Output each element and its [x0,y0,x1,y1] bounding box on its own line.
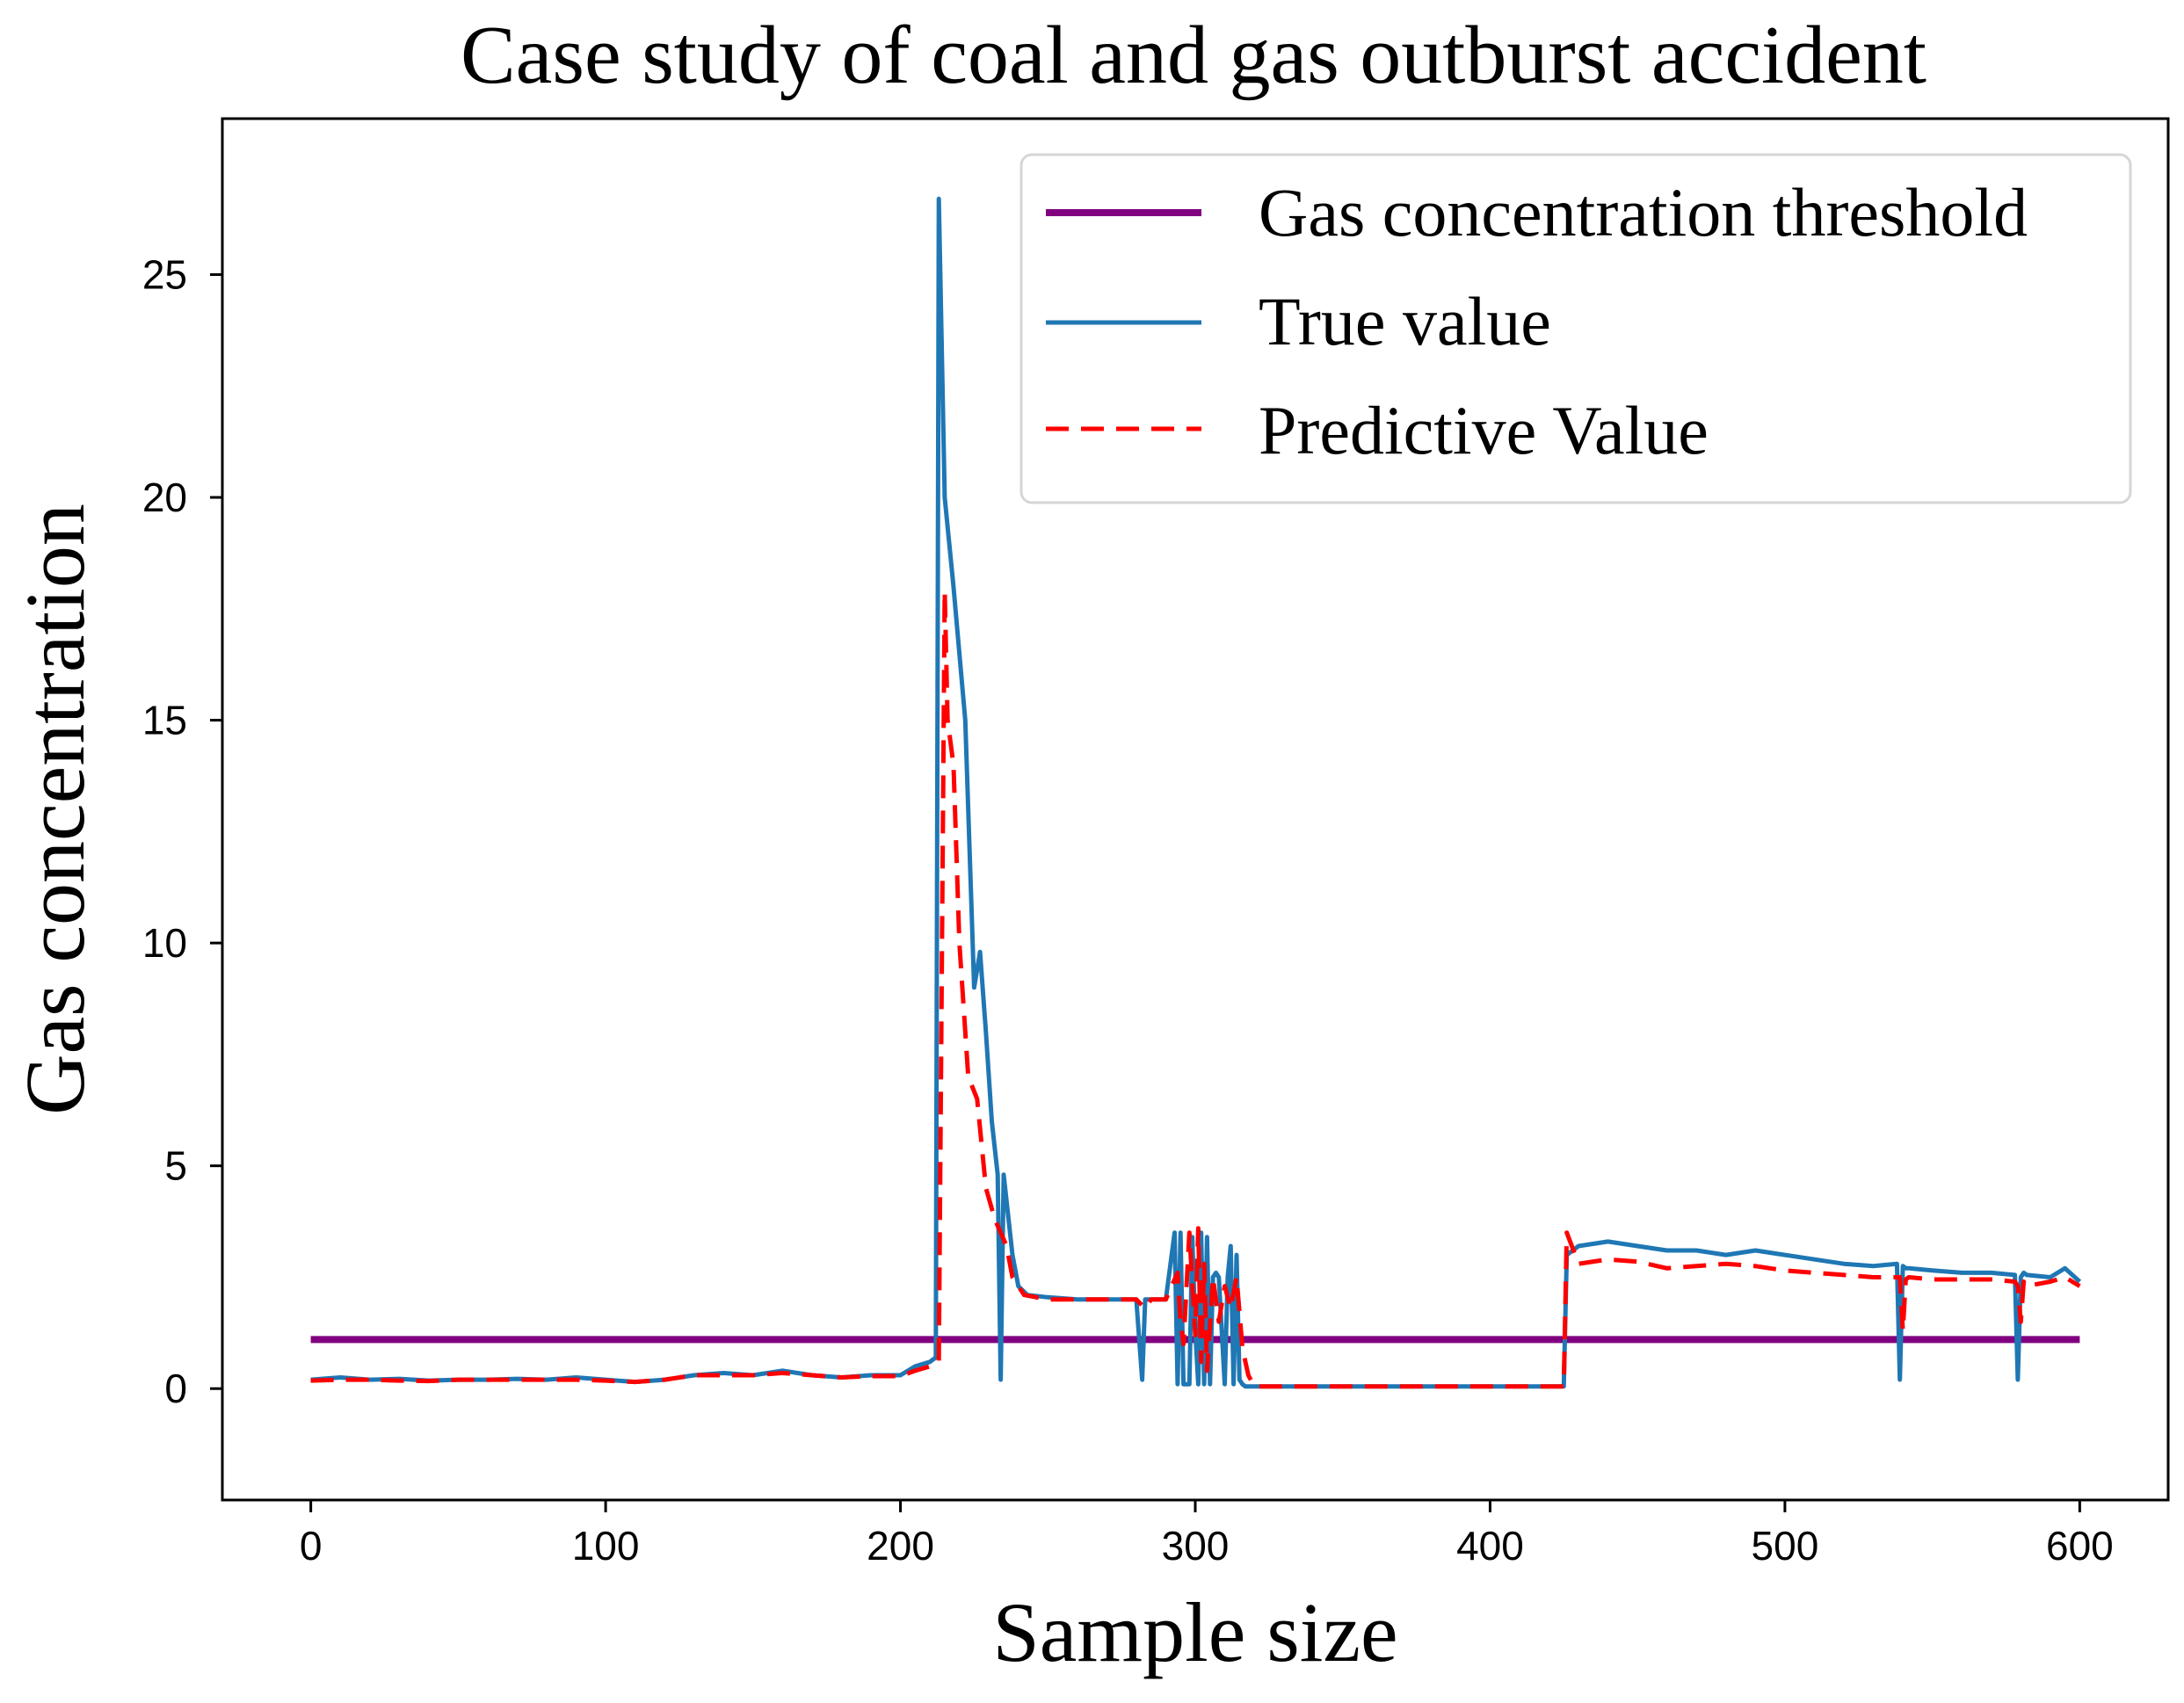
x-axis-label: Sample size [992,1585,1397,1679]
y-axis: 0 5 10 15 20 25 [142,251,222,1411]
x-tick-label: 300 [1162,1523,1230,1569]
chart-title: Case study of coal and gas outburst acci… [461,10,1926,101]
series-line-predictive-value [310,589,2081,1389]
y-tick-label: 25 [142,251,187,297]
x-tick-label: 0 [300,1523,323,1569]
y-tick-label: 15 [142,698,187,743]
legend: Gas concentration threshold True value P… [1019,153,2132,504]
series-layer [310,196,2082,1389]
x-tick-label: 400 [1456,1523,1524,1569]
y-tick-label: 5 [164,1143,187,1189]
legend-label-threshold: Gas concentration threshold [1259,174,2028,250]
x-tick-label: 200 [867,1523,934,1569]
legend-label-predictive: Predictive Value [1259,392,1709,468]
y-tick-label: 10 [142,920,187,966]
y-tick-label: 0 [164,1366,187,1411]
x-tick-label: 600 [2046,1523,2114,1569]
x-tick-label: 100 [572,1523,640,1569]
x-axis: 0 100 200 300 400 500 600 [300,1500,2114,1569]
y-tick-label: 20 [142,475,187,520]
x-tick-label: 500 [1752,1523,1819,1569]
legend-label-true: True value [1259,283,1551,359]
legend-frame [1019,153,2132,504]
y-axis-label: Gas concentration [8,504,102,1115]
